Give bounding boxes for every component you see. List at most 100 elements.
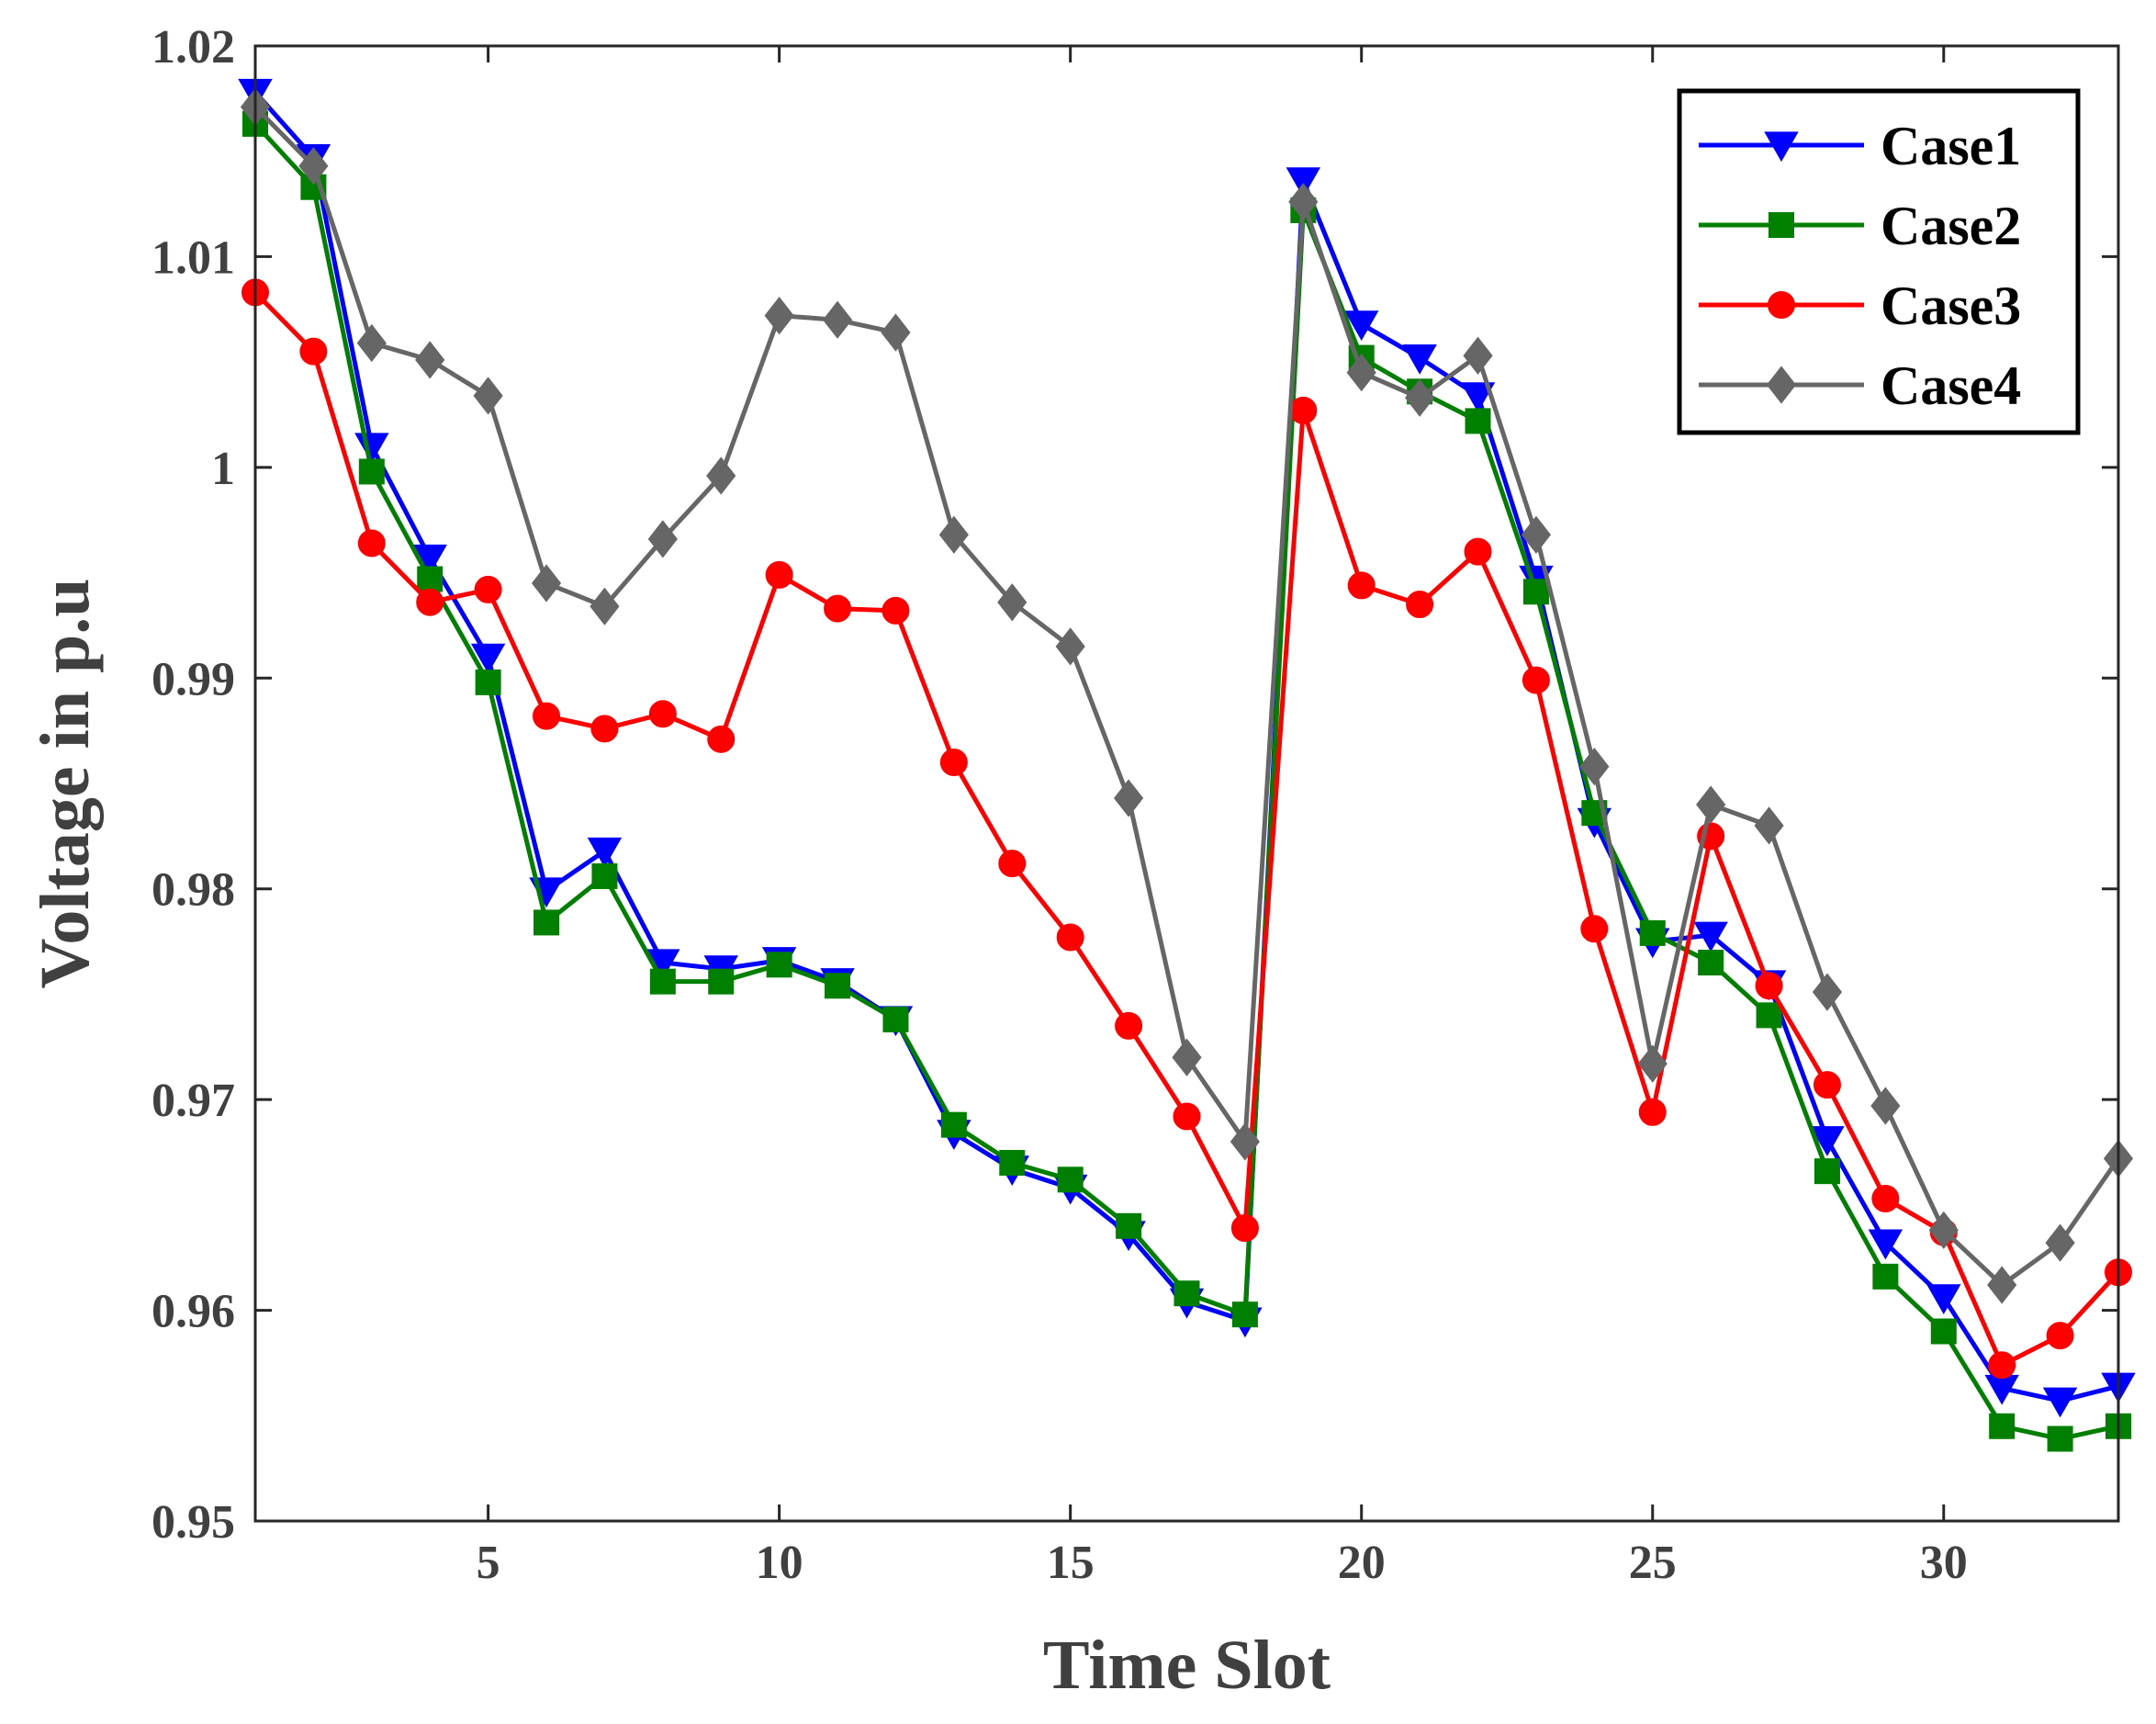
data-point <box>1172 1038 1202 1076</box>
x-tick-label: 10 <box>756 1537 803 1589</box>
data-point <box>1698 950 1724 976</box>
series-case2 <box>242 110 2131 1452</box>
data-point <box>881 596 910 625</box>
data-point <box>531 564 562 603</box>
y-tick-label: 0.96 <box>152 1286 235 1338</box>
data-point <box>415 341 445 379</box>
x-axis-title: Time Slot <box>1043 1627 1331 1704</box>
y-tick-label: 0.97 <box>152 1075 235 1127</box>
data-point <box>1465 408 1491 434</box>
data-point <box>1521 515 1552 554</box>
legend-label-case3: Case3 <box>1881 276 2021 336</box>
data-point <box>939 749 968 777</box>
data-point <box>1989 1413 2016 1439</box>
data-point <box>357 529 386 558</box>
data-point <box>1057 1166 1084 1193</box>
data-point <box>1463 336 1493 375</box>
y-tick-label: 0.98 <box>152 864 235 917</box>
data-point <box>882 1006 909 1032</box>
data-point <box>1638 1098 1667 1126</box>
data-point <box>938 515 969 554</box>
data-point <box>2042 1387 2078 1418</box>
data-point <box>1928 1211 1959 1250</box>
data-point <box>1871 1184 1900 1212</box>
data-point <box>1813 1071 1841 1099</box>
data-point <box>1402 344 1437 375</box>
data-point <box>766 952 792 978</box>
series-layer <box>238 78 2136 1452</box>
data-point <box>1231 1301 1258 1328</box>
data-point <box>1055 627 1085 666</box>
data-point <box>1812 973 1843 1011</box>
data-point <box>1637 1044 1668 1083</box>
data-point <box>298 147 329 186</box>
y-tick-label: 1.01 <box>152 231 235 284</box>
data-point <box>1464 537 1492 566</box>
data-point <box>587 837 623 868</box>
data-point <box>1579 748 1610 786</box>
data-point <box>1930 1318 1957 1345</box>
legend: Case1 Case2 Case3 Case4 <box>1677 88 2081 435</box>
data-point <box>1115 1011 1143 1040</box>
y-tick-label: 1.02 <box>152 21 235 73</box>
data-point <box>825 973 851 999</box>
data-point <box>417 566 444 592</box>
x-tick-label: 20 <box>1338 1537 1386 1589</box>
data-point <box>1347 571 1376 600</box>
y-tick-label: 0.95 <box>152 1496 235 1549</box>
data-point <box>1173 1102 1201 1131</box>
data-point <box>2046 1322 2074 1350</box>
data-point <box>299 337 328 366</box>
data-point <box>1406 590 1434 618</box>
data-point <box>470 643 506 674</box>
data-point <box>1872 1263 1899 1290</box>
data-point <box>591 862 618 889</box>
data-point <box>1289 396 1318 424</box>
legend-label-case2: Case2 <box>1881 196 2021 256</box>
data-point <box>1868 1229 1903 1260</box>
data-point <box>473 377 503 415</box>
data-point <box>1286 167 1321 197</box>
data-point <box>416 588 444 616</box>
data-point <box>1696 785 1726 824</box>
x-tick-label: 5 <box>477 1537 500 1589</box>
series-case4 <box>240 87 2134 1304</box>
data-point <box>1230 1122 1260 1161</box>
data-point <box>1522 666 1550 694</box>
x-tick-label: 30 <box>1920 1537 1968 1589</box>
data-point <box>1056 923 1084 952</box>
legend-marker <box>1764 131 1799 163</box>
data-point <box>1988 1351 2016 1380</box>
data-point <box>649 968 676 995</box>
data-point <box>1114 779 1144 817</box>
data-point <box>997 583 1027 622</box>
data-point <box>1522 579 1549 605</box>
data-point <box>533 702 561 730</box>
data-point <box>1810 1126 1845 1156</box>
y-tick-label: 0.99 <box>152 653 235 705</box>
data-point <box>647 520 678 558</box>
data-point <box>1987 1266 2017 1304</box>
legend-marker <box>1768 291 1795 319</box>
data-point <box>1693 921 1728 952</box>
data-point <box>1460 382 1496 413</box>
data-point <box>1754 806 1784 845</box>
data-point <box>1405 378 1435 417</box>
data-point <box>1755 972 1783 1000</box>
data-point <box>358 458 385 485</box>
plot-frame <box>253 44 2120 1523</box>
data-point <box>824 594 852 623</box>
data-point <box>1580 915 1609 943</box>
data-point <box>1343 310 1379 342</box>
data-point <box>590 587 620 625</box>
data-point <box>1116 1212 1142 1239</box>
data-point <box>533 909 560 936</box>
y-axis-title: Voltage in p.u <box>27 579 104 989</box>
legend-label-case4: Case4 <box>1881 355 2021 416</box>
data-point <box>881 313 911 352</box>
data-point <box>765 560 793 589</box>
legend-label-case1: Case1 <box>1881 116 2021 176</box>
data-point <box>2047 1425 2073 1452</box>
x-tick-label: 25 <box>1629 1537 1677 1589</box>
